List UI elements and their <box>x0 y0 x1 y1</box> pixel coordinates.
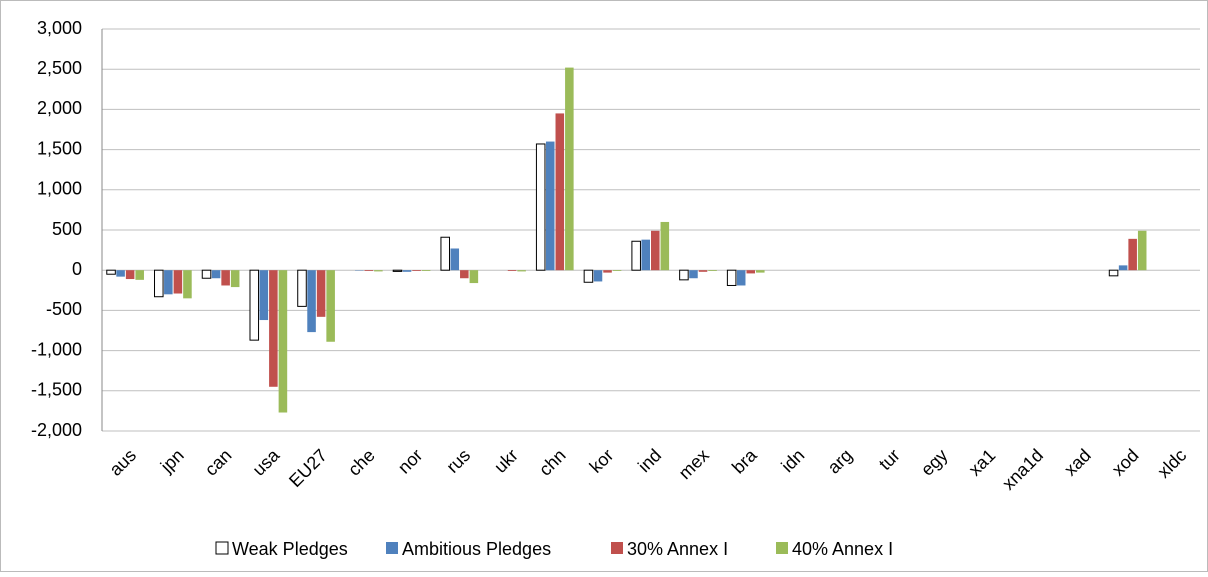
bar <box>1138 231 1147 270</box>
bar <box>174 270 183 293</box>
bar <box>393 270 402 271</box>
bar <box>260 270 269 320</box>
bar <box>641 240 650 271</box>
bar <box>517 270 526 271</box>
legend-label: Weak Pledges <box>232 539 348 559</box>
y-tick-label: 500 <box>52 219 82 239</box>
bar <box>546 142 555 271</box>
y-tick-label: 1,000 <box>37 179 82 199</box>
bar <box>269 270 278 387</box>
bar <box>155 270 164 297</box>
bar <box>422 270 431 271</box>
bar <box>603 270 612 272</box>
bar <box>594 270 603 281</box>
bar <box>135 270 144 280</box>
bar <box>1128 239 1137 270</box>
y-tick-label: -500 <box>46 299 82 319</box>
bar <box>279 270 288 412</box>
bar <box>565 68 574 271</box>
bar <box>126 270 135 279</box>
bar <box>107 270 116 274</box>
bar <box>661 222 670 270</box>
bar <box>584 270 593 282</box>
legend-swatch <box>216 542 228 554</box>
bar <box>317 270 326 317</box>
bar <box>651 231 660 270</box>
bar <box>470 270 479 283</box>
bar <box>1109 270 1118 276</box>
bar <box>365 270 374 271</box>
bar <box>164 270 173 294</box>
legend-swatch <box>611 542 623 554</box>
y-tick-label: 3,000 <box>37 18 82 38</box>
y-tick-label: 2,000 <box>37 98 82 118</box>
bar <box>374 270 383 271</box>
bar <box>699 270 708 272</box>
bar <box>680 270 689 280</box>
bar <box>632 241 641 270</box>
y-tick-label: -2,000 <box>31 420 82 440</box>
y-tick-label: -1,000 <box>31 339 82 359</box>
bar <box>298 270 307 306</box>
bar <box>250 270 259 340</box>
bar <box>689 270 698 278</box>
bar <box>221 270 230 285</box>
bar <box>460 270 469 278</box>
y-tick-label: 1,500 <box>37 138 82 158</box>
bar <box>412 270 421 271</box>
bar <box>231 270 240 287</box>
legend-swatch <box>776 542 788 554</box>
bar <box>212 270 221 278</box>
legend-swatch <box>386 542 398 554</box>
bar <box>326 270 335 342</box>
bar <box>450 248 459 270</box>
bar <box>737 270 746 285</box>
bar <box>708 270 717 271</box>
y-tick-label: 0 <box>72 259 82 279</box>
bar <box>613 270 622 271</box>
bar <box>202 270 211 278</box>
bar <box>756 270 765 272</box>
bar <box>556 113 565 270</box>
bar <box>536 144 545 270</box>
legend-label: 30% Annex I <box>627 539 728 559</box>
legend-label: 40% Annex I <box>792 539 893 559</box>
y-tick-label: -1,500 <box>31 380 82 400</box>
bar <box>746 270 755 273</box>
bar <box>727 270 736 285</box>
legend-label: Ambitious Pledges <box>402 539 551 559</box>
bar <box>116 270 125 276</box>
y-tick-label: 2,500 <box>37 58 82 78</box>
bar <box>183 270 192 298</box>
bar <box>1119 265 1128 270</box>
bar <box>403 270 412 272</box>
bar <box>307 270 316 332</box>
bar <box>508 270 517 271</box>
bar <box>441 237 450 270</box>
